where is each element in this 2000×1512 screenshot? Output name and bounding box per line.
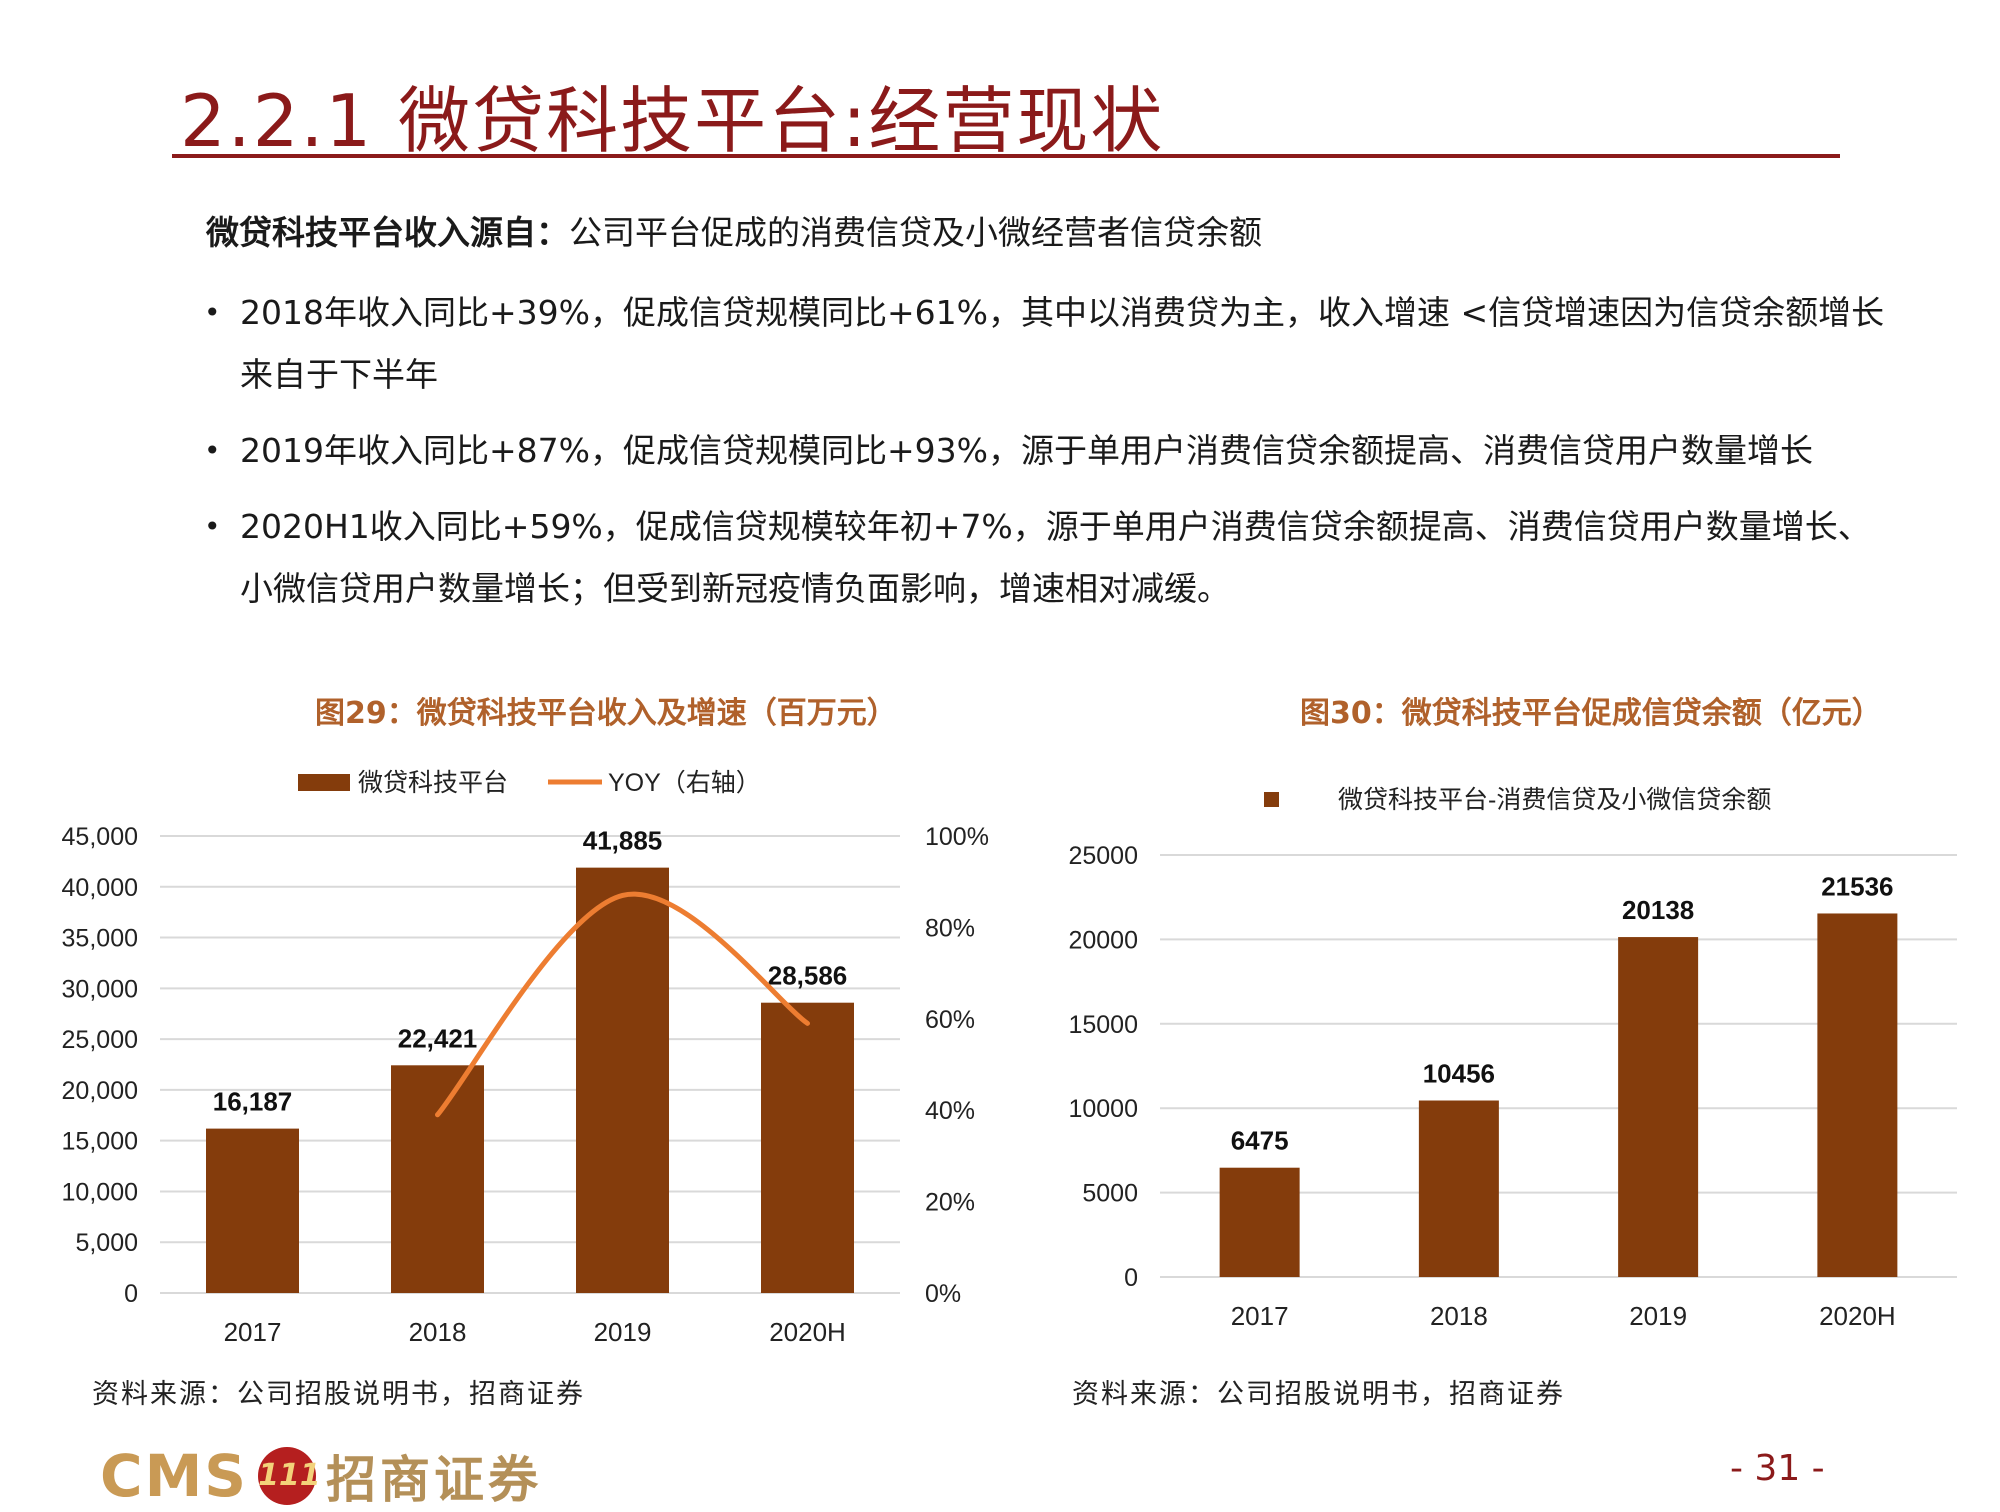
intro-label: 微贷科技平台收入源自：	[206, 213, 569, 252]
chart30-x-tick-label: 2019	[1629, 1301, 1687, 1331]
bullet-list: • 2018年收入同比+39%，促成信贷规模同比+61%，其中以消费贷为主，收入增…	[200, 282, 1890, 634]
chart30-data-label: 21536	[1821, 871, 1893, 901]
chart30-y-tick-label: 15000	[1068, 1011, 1138, 1039]
chart30-x-tick-label: 2018	[1430, 1301, 1488, 1331]
logo-badge-icon: 111	[258, 1447, 321, 1505]
bullet-dot: •	[204, 434, 221, 467]
chart29-title: 图29：微贷科技平台收入及增速（百万元）	[315, 696, 897, 731]
chart30-legend-swatch-bar	[1264, 792, 1279, 807]
chart29-y-tick-label: 15,000	[62, 1128, 138, 1156]
logo-cn-text: 招商证券	[326, 1451, 543, 1509]
page-number: - 31 -	[1730, 1448, 1825, 1489]
chart29-y-tick-label: 45,000	[62, 823, 138, 851]
chart30-bar	[1817, 913, 1898, 1277]
chart30-y-tick-label: 20000	[1068, 926, 1138, 954]
bullet-text: 2018年收入同比+39%，促成信贷规模同比+61%，其中以消费贷为主，收入增速…	[240, 293, 1885, 394]
chart29-y-tick-label: 30,000	[62, 975, 138, 1003]
chart29-y2-tick-label: 100%	[925, 823, 989, 851]
chart29-data-label: 16,187	[213, 1087, 293, 1117]
chart29-yoy-line	[435, 891, 810, 1118]
chart30-y-tick-label: 5000	[1082, 1180, 1138, 1208]
chart29-x-tick-label: 2018	[409, 1317, 467, 1347]
bullet-item: • 2020H1收入同比+59%，促成信贷规模较年初+7%，源于单用户消费信贷余额…	[200, 496, 1890, 620]
company-logo: CMS 111 招商证券	[100, 1440, 542, 1510]
chart29-y-tick-label: 35,000	[62, 925, 138, 953]
chart29-y-tick-label: 40,000	[62, 874, 138, 902]
bullet-dot: •	[204, 296, 221, 329]
chart29-y2-tick-label: 20%	[925, 1189, 975, 1217]
chart29-bar	[576, 867, 669, 1293]
chart30-bar	[1219, 1167, 1300, 1277]
bullet-item: • 2019年收入同比+87%，促成信贷规模同比+93%，源于单用户消费信贷余额提…	[200, 420, 1890, 482]
bullet-item: • 2018年收入同比+39%，促成信贷规模同比+61%，其中以消费贷为主，收入增…	[200, 282, 1890, 406]
chart29-legend-swatch-bar	[298, 774, 350, 791]
intro-text: 微贷科技平台收入源自：公司平台促成的消费信贷及小微经营者信贷余额	[206, 206, 1262, 254]
chart30-bar	[1418, 1100, 1499, 1277]
chart29-y-tick-label: 0	[124, 1280, 138, 1308]
chart29-bar	[206, 1128, 299, 1293]
page-title: 2.2.1 微贷科技平台:经营现状	[180, 79, 1165, 163]
chart29-y2-tick-label: 0%	[925, 1280, 961, 1308]
chart30-data-label: 20138	[1622, 895, 1694, 925]
chart30-data-label: 6475	[1231, 1126, 1289, 1156]
chart29-y2-tick-label: 40%	[925, 1097, 975, 1125]
chart30-y-tick-label: 25000	[1068, 842, 1138, 870]
chart29-data-label: 41,885	[583, 826, 663, 856]
chart29-x-tick-label: 2017	[224, 1317, 282, 1347]
chart30-bar	[1618, 937, 1699, 1277]
chart29-source: 资料来源：公司招股说明书，招商证券	[92, 1379, 585, 1410]
chart30-data-label: 10456	[1423, 1059, 1495, 1089]
chart29-y2-tick-label: 60%	[925, 1006, 975, 1034]
chart29-legend-label: YOY（右轴）	[608, 769, 761, 797]
chart30-x-tick-label: 2020H	[1819, 1301, 1896, 1331]
chart30-legend-label: 微贷科技平台-消费信贷及小微信贷余额	[1338, 786, 1771, 814]
chart29-y-tick-label: 20,000	[62, 1077, 138, 1105]
chart29-data-label: 28,586	[768, 961, 848, 991]
chart29-x-tick-label: 2020H	[769, 1317, 846, 1347]
chart29-bar	[391, 1065, 484, 1293]
bullet-text: 2019年收入同比+87%，促成信贷规模同比+93%，源于单用户消费信贷余额提高…	[240, 431, 1813, 470]
title-divider	[172, 154, 1840, 158]
bullet-dot: •	[204, 510, 221, 543]
chart29-y-tick-label: 10,000	[62, 1178, 138, 1206]
chart29-bar	[761, 1002, 854, 1293]
chart30-y-tick-label: 0	[1124, 1264, 1138, 1292]
chart29-data-label: 22,421	[398, 1023, 478, 1053]
intro-body: 公司平台促成的消费信贷及小微经营者信贷余额	[569, 213, 1262, 252]
logo-cms-text: CMS	[100, 1442, 249, 1510]
chart29-legend-label: 微贷科技平台	[358, 769, 508, 797]
chart29-y2-tick-label: 80%	[925, 914, 975, 942]
chart30-x-tick-label: 2017	[1231, 1301, 1289, 1331]
chart30-y-tick-label: 10000	[1068, 1095, 1138, 1123]
bullet-text: 2020H1收入同比+59%，促成信贷规模较年初+7%，源于单用户消费信贷余额提…	[240, 507, 1871, 608]
chart30-title: 图30：微贷科技平台促成信贷余额（亿元）	[1300, 696, 1882, 731]
chart29-y-tick-label: 5,000	[75, 1229, 138, 1257]
chart29-x-tick-label: 2019	[594, 1317, 652, 1347]
chart29-y-tick-label: 25,000	[62, 1026, 138, 1054]
chart30-source: 资料来源：公司招股说明书，招商证券	[1072, 1379, 1565, 1410]
